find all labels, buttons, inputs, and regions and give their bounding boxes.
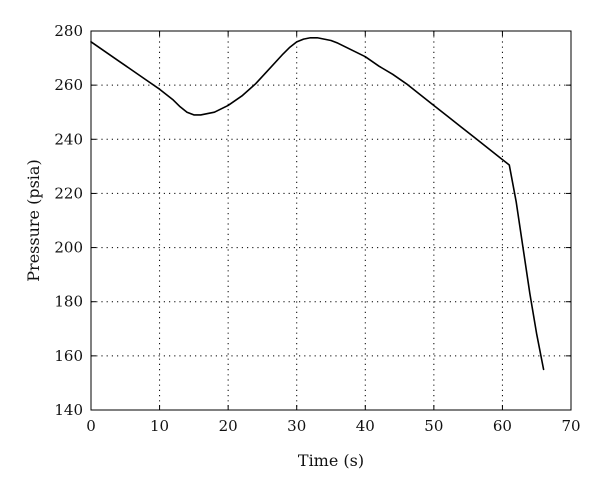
ticks (90, 30, 572, 411)
x-tick-label: 40 (356, 417, 375, 435)
y-tick-label: 160 (54, 347, 83, 365)
x-tick-label: 0 (86, 417, 96, 435)
y-axis-title: Pressure (psia) (24, 159, 43, 281)
y-tick-label: 280 (54, 22, 83, 40)
x-tick-label: 20 (219, 417, 238, 435)
x-tick-label: 60 (493, 417, 512, 435)
series-layer (90, 36, 545, 371)
grid (91, 31, 571, 410)
y-tick-label: 140 (54, 401, 83, 419)
y-tick-label: 180 (54, 293, 83, 311)
y-tick-label: 200 (54, 239, 83, 257)
x-tick-label: 50 (424, 417, 443, 435)
series-line-1 (90, 36, 545, 371)
x-tick-label: 10 (150, 417, 169, 435)
x-axis-title: Time (s) (298, 451, 364, 470)
y-tick-label: 220 (54, 184, 83, 202)
plot-frame (90, 30, 572, 411)
tick-labels: 0 10 20 30 40 50 60 70 140 160 180 200 220 240 260 280 (54, 22, 580, 435)
y-tick-label: 240 (54, 130, 83, 148)
x-tick-label: 70 (561, 417, 580, 435)
y-tick-label: 260 (54, 76, 83, 94)
x-tick-label: 30 (287, 417, 306, 435)
